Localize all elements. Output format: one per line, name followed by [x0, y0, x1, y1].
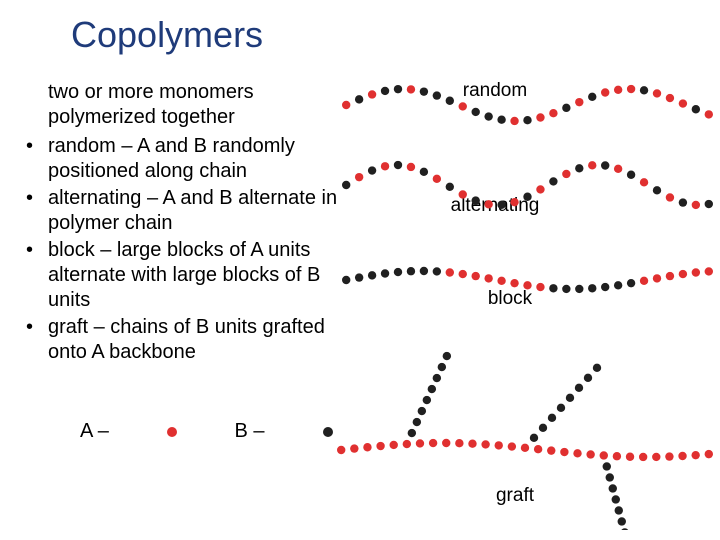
chain-graft: [335, 340, 715, 530]
legend-a-label: A –: [80, 420, 109, 443]
intro-text: two or more monomers polymerized togethe…: [20, 80, 340, 130]
legend-b: B –: [234, 420, 334, 443]
bullet-alternating: alternating – A and B alternate in polym…: [20, 186, 340, 236]
legend-a: A –: [80, 420, 179, 443]
bullet-graft: graft – chains of B units grafted onto A…: [20, 315, 340, 365]
chain-alternating: [340, 150, 715, 220]
legend-b-dot-icon: [321, 425, 335, 439]
slide-title: Copolymers: [71, 14, 263, 56]
chain-block: [340, 250, 715, 310]
legend-b-label: B –: [234, 420, 264, 443]
legend-a-dot-icon: [165, 425, 179, 439]
chain-random: [340, 70, 715, 140]
body-text: two or more monomers polymerized togethe…: [20, 80, 340, 365]
bullet-random: random – A and B randomly positioned alo…: [20, 134, 340, 184]
bullet-block: block – large blocks of A units alternat…: [20, 238, 340, 313]
